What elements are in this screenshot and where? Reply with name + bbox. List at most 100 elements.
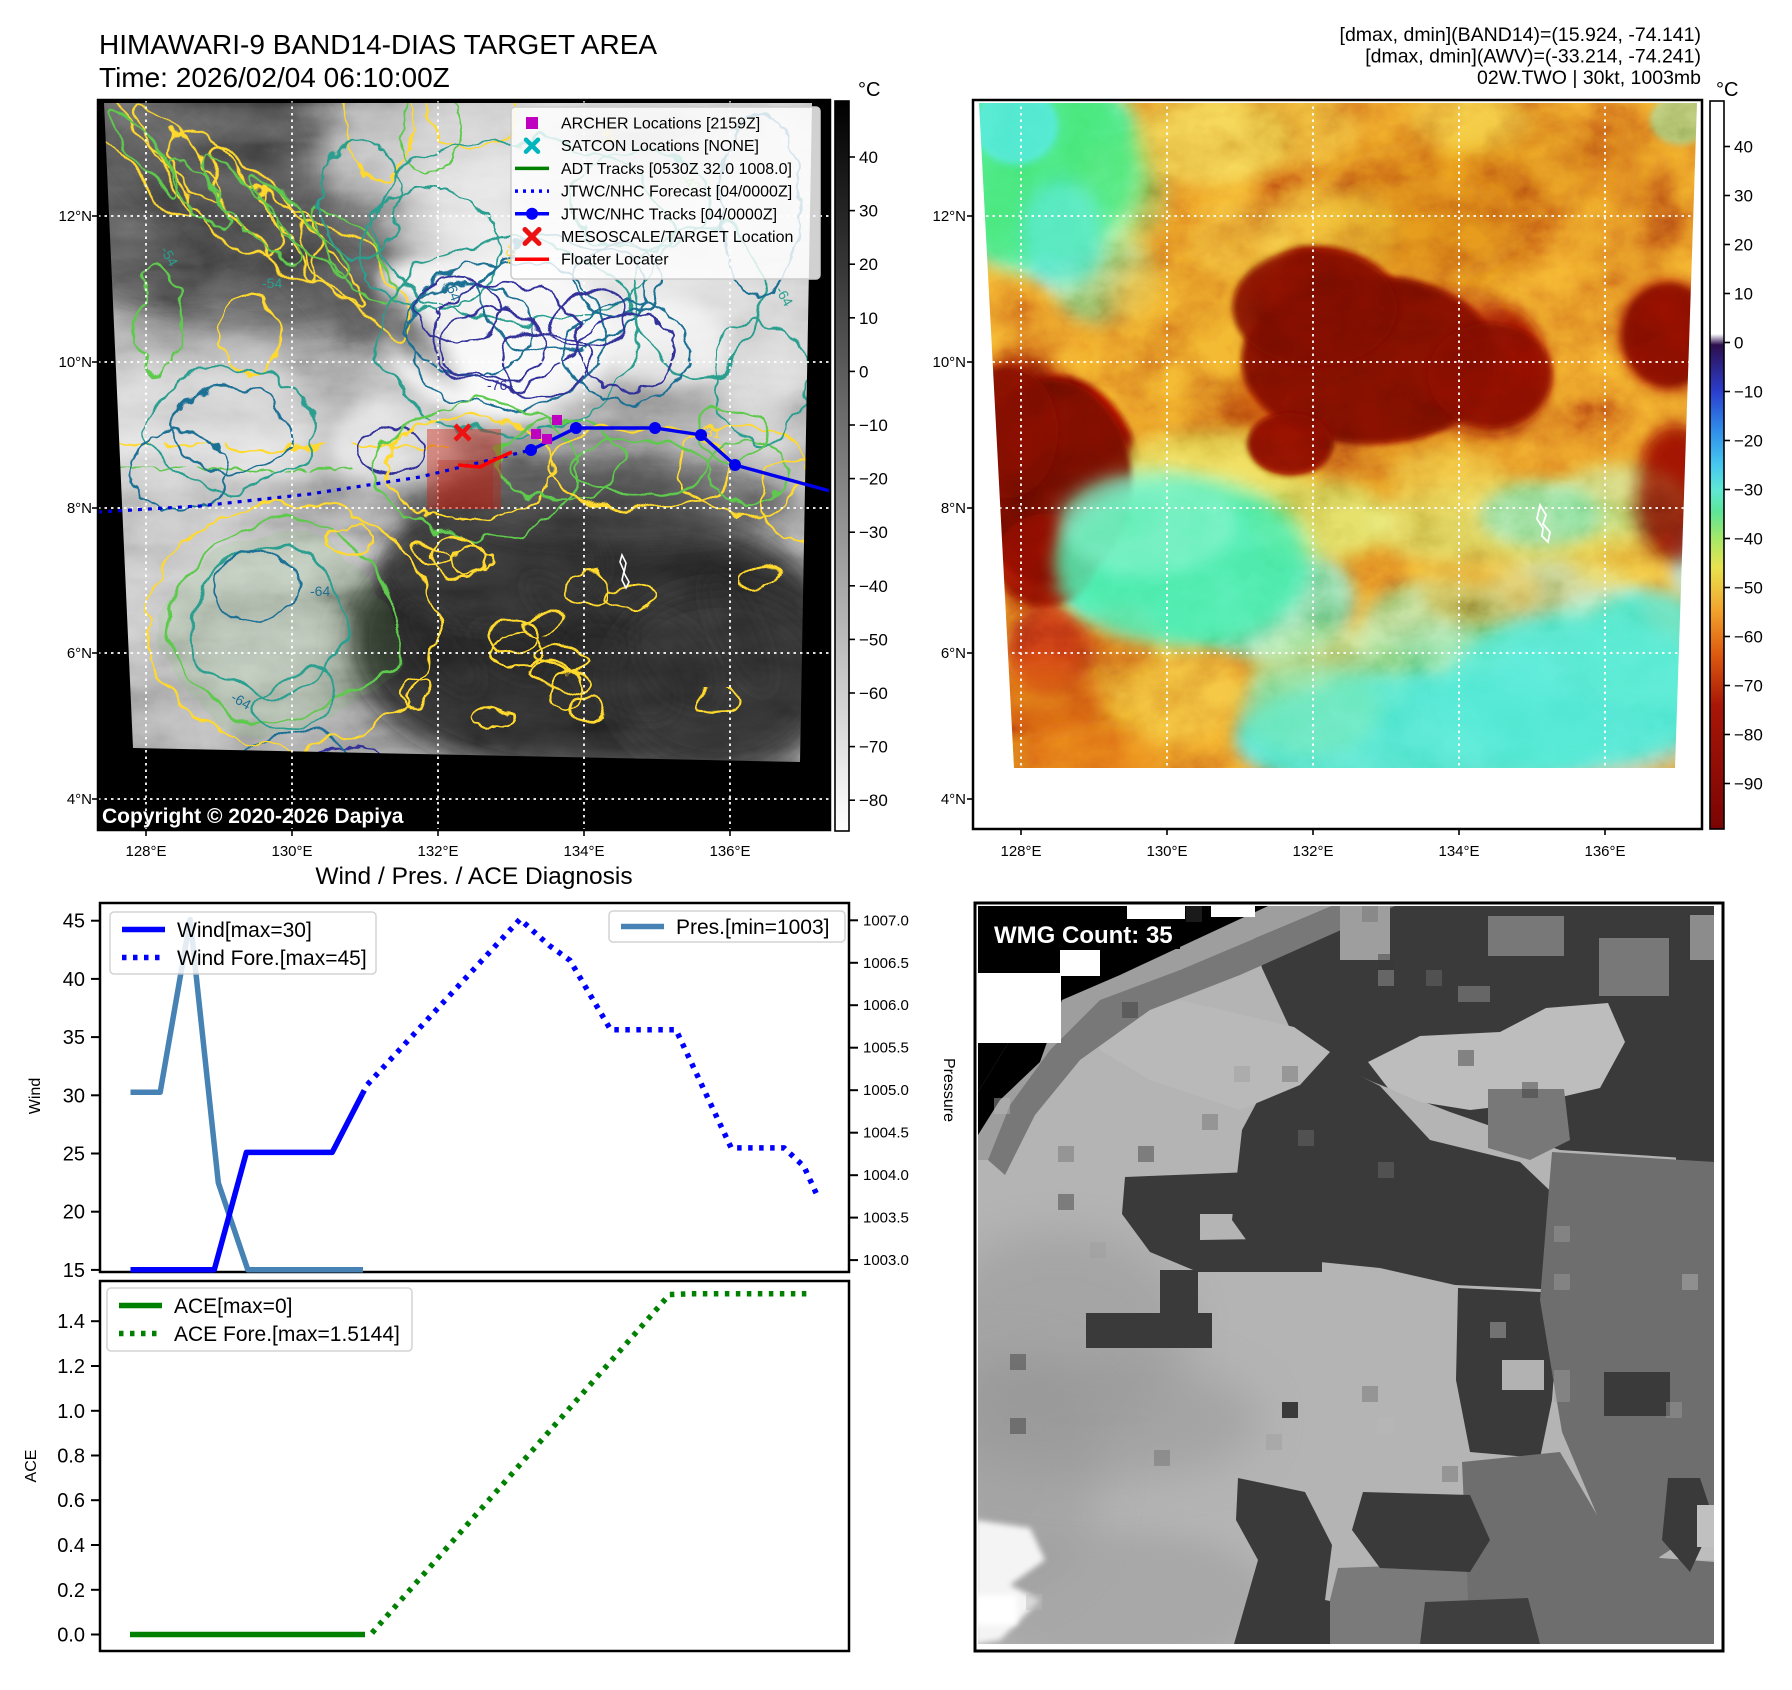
- svg-text:HIMAWARI-9 BAND14-DIAS TARGET: HIMAWARI-9 BAND14-DIAS TARGET AREA: [99, 29, 657, 60]
- svg-text:6°N: 6°N: [67, 645, 92, 662]
- svg-text:[dmax, dmin](BAND14)=(15.924,: [dmax, dmin](BAND14)=(15.924, -74.141): [1340, 24, 1701, 46]
- svg-text:-76: -76: [487, 377, 507, 393]
- svg-text:10°N: 10°N: [932, 354, 966, 371]
- svg-text:-64: -64: [310, 583, 330, 599]
- svg-text:SATCON Locations [NONE]: SATCON Locations [NONE]: [561, 138, 759, 155]
- svg-text:1.4: 1.4: [57, 1311, 85, 1333]
- svg-text:128°E: 128°E: [125, 843, 166, 860]
- svg-text:1006.5: 1006.5: [863, 955, 909, 972]
- svg-text:40: 40: [1734, 138, 1753, 157]
- svg-text:02W.TWO | 30kt, 1003mb: 02W.TWO | 30kt, 1003mb: [1477, 67, 1701, 89]
- svg-text:−40: −40: [859, 577, 888, 596]
- svg-text:ADT Tracks [0530Z 32.0 1008.0]: ADT Tracks [0530Z 32.0 1008.0]: [561, 161, 792, 178]
- svg-text:0.6: 0.6: [57, 1490, 85, 1512]
- svg-text:ARCHER Locations [2159Z]: ARCHER Locations [2159Z]: [561, 116, 760, 133]
- svg-text:-64: -64: [442, 279, 464, 304]
- svg-text:132°E: 132°E: [1292, 843, 1333, 860]
- svg-text:[dmax, dmin](AWV)=(-33.214, -7: [dmax, dmin](AWV)=(-33.214, -74.241): [1365, 46, 1701, 68]
- svg-text:1005.0: 1005.0: [863, 1082, 909, 1099]
- svg-text:Time: 2026/02/04 06:10:00Z: Time: 2026/02/04 06:10:00Z: [99, 62, 450, 93]
- svg-text:10°N: 10°N: [58, 354, 92, 371]
- svg-text:136°E: 136°E: [709, 843, 750, 860]
- svg-text:0: 0: [859, 362, 868, 381]
- svg-text:−80: −80: [1734, 726, 1763, 745]
- svg-text:MESOSCALE/TARGET Location: MESOSCALE/TARGET Location: [561, 229, 793, 246]
- svg-text:ACE[max=0]: ACE[max=0]: [174, 1295, 292, 1318]
- svg-text:0.4: 0.4: [57, 1535, 85, 1557]
- svg-text:6°N: 6°N: [941, 645, 966, 662]
- svg-text:10: 10: [859, 309, 878, 328]
- svg-text:35: 35: [63, 1027, 85, 1049]
- svg-text:1007.0: 1007.0: [863, 912, 909, 929]
- svg-text:40: 40: [63, 969, 85, 991]
- svg-text:−30: −30: [1734, 481, 1763, 500]
- svg-text:15: 15: [63, 1260, 85, 1282]
- svg-text:−20: −20: [1734, 432, 1763, 451]
- svg-text:134°E: 134°E: [1438, 843, 1479, 860]
- svg-text:1003.0: 1003.0: [863, 1252, 909, 1269]
- svg-text:45: 45: [63, 911, 85, 933]
- svg-text:128°E: 128°E: [1000, 843, 1041, 860]
- svg-text:130°E: 130°E: [1146, 843, 1187, 860]
- svg-text:−30: −30: [859, 523, 888, 542]
- svg-text:136°E: 136°E: [1584, 843, 1625, 860]
- svg-text:Wind Fore.[max=45]: Wind Fore.[max=45]: [177, 947, 367, 970]
- svg-text:0.2: 0.2: [57, 1580, 85, 1602]
- svg-text:°C: °C: [1716, 79, 1738, 101]
- svg-text:JTWC/NHC Forecast [04/0000Z]: JTWC/NHC Forecast [04/0000Z]: [561, 184, 792, 201]
- svg-text:−60: −60: [1734, 628, 1763, 647]
- svg-text:−70: −70: [1734, 677, 1763, 696]
- svg-text:8°N: 8°N: [941, 500, 966, 517]
- svg-text:20: 20: [859, 255, 878, 274]
- svg-text:30: 30: [859, 202, 878, 221]
- svg-text:1.2: 1.2: [57, 1356, 85, 1378]
- svg-text:134°E: 134°E: [563, 843, 604, 860]
- svg-text:Floater Locater: Floater Locater: [561, 252, 669, 269]
- svg-text:−70: −70: [859, 738, 888, 757]
- svg-text:−80: −80: [859, 791, 888, 810]
- svg-text:ACE: ACE: [23, 1450, 40, 1483]
- svg-text:JTWC/NHC Tracks [04/0000Z]: JTWC/NHC Tracks [04/0000Z]: [561, 206, 777, 223]
- svg-text:Pres.[min=1003]: Pres.[min=1003]: [676, 916, 830, 939]
- svg-text:Wind: Wind: [27, 1078, 44, 1114]
- svg-text:0.0: 0.0: [57, 1625, 85, 1647]
- svg-text:WMG Count: 35: WMG Count: 35: [994, 922, 1173, 949]
- svg-text:−20: −20: [859, 470, 888, 489]
- svg-text:−40: −40: [1734, 530, 1763, 549]
- svg-text:1005.5: 1005.5: [863, 1040, 909, 1057]
- svg-text:20: 20: [63, 1202, 85, 1224]
- svg-text:ACE Fore.[max=1.5144]: ACE Fore.[max=1.5144]: [174, 1323, 400, 1346]
- svg-text:1003.5: 1003.5: [863, 1210, 909, 1227]
- svg-text:−10: −10: [1734, 383, 1763, 402]
- svg-text:1.0: 1.0: [57, 1401, 85, 1423]
- svg-text:40: 40: [859, 148, 878, 167]
- svg-text:8°N: 8°N: [67, 500, 92, 517]
- svg-text:130°E: 130°E: [271, 843, 312, 860]
- svg-text:Wind / Pres. / ACE Diagnosis: Wind / Pres. / ACE Diagnosis: [315, 863, 632, 890]
- svg-text:12°N: 12°N: [58, 208, 92, 225]
- svg-text:1006.0: 1006.0: [863, 997, 909, 1014]
- svg-text:1004.0: 1004.0: [863, 1167, 909, 1184]
- svg-text:°C: °C: [858, 79, 880, 101]
- svg-text:−60: −60: [859, 684, 888, 703]
- svg-text:−50: −50: [1734, 579, 1763, 598]
- svg-text:Wind[max=30]: Wind[max=30]: [177, 919, 312, 942]
- svg-text:Copyright © 2020-2026 Dapiya: Copyright © 2020-2026 Dapiya: [102, 805, 404, 828]
- svg-text:12°N: 12°N: [932, 208, 966, 225]
- svg-text:1004.5: 1004.5: [863, 1125, 909, 1142]
- svg-text:30: 30: [1734, 187, 1753, 206]
- svg-text:4°N: 4°N: [67, 791, 92, 808]
- svg-text:0: 0: [1734, 334, 1743, 353]
- svg-text:30: 30: [63, 1085, 85, 1107]
- svg-text:10: 10: [1734, 285, 1753, 304]
- svg-text:0.8: 0.8: [57, 1446, 85, 1468]
- svg-text:25: 25: [63, 1144, 85, 1166]
- svg-text:132°E: 132°E: [417, 843, 458, 860]
- svg-text:4°N: 4°N: [941, 791, 966, 808]
- svg-text:-54: -54: [262, 275, 282, 291]
- svg-text:Pressure: Pressure: [940, 1058, 957, 1122]
- svg-text:−10: −10: [859, 416, 888, 435]
- svg-text:20: 20: [1734, 236, 1753, 255]
- svg-text:−90: −90: [1734, 775, 1763, 794]
- svg-text:−50: −50: [859, 630, 888, 649]
